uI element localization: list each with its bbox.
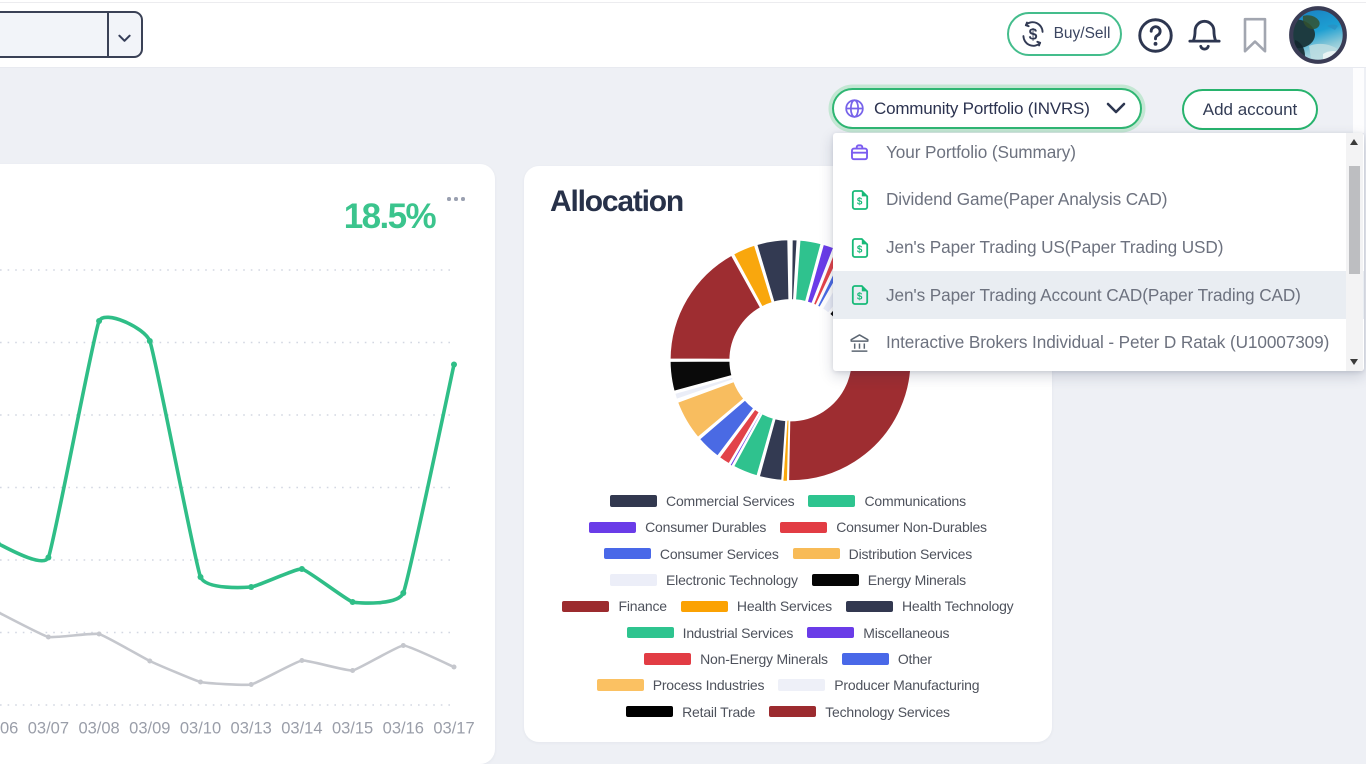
svg-text:03/06: 03/06 — [0, 720, 18, 738]
svg-text:03/16: 03/16 — [383, 720, 424, 738]
svg-text:$: $ — [856, 244, 862, 255]
svg-text:03/08: 03/08 — [78, 720, 119, 738]
svg-text:03/15: 03/15 — [332, 720, 373, 738]
svg-text:$: $ — [856, 197, 862, 208]
svg-text:03/10: 03/10 — [180, 720, 221, 738]
svg-text:03/09: 03/09 — [129, 720, 170, 738]
svg-text:03/13: 03/13 — [231, 720, 272, 738]
svg-text:03/14: 03/14 — [281, 720, 322, 738]
svg-text:$: $ — [1028, 26, 1037, 43]
svg-text:03/17: 03/17 — [433, 720, 474, 738]
svg-text:03/07: 03/07 — [28, 720, 69, 738]
svg-text:$: $ — [856, 292, 862, 303]
